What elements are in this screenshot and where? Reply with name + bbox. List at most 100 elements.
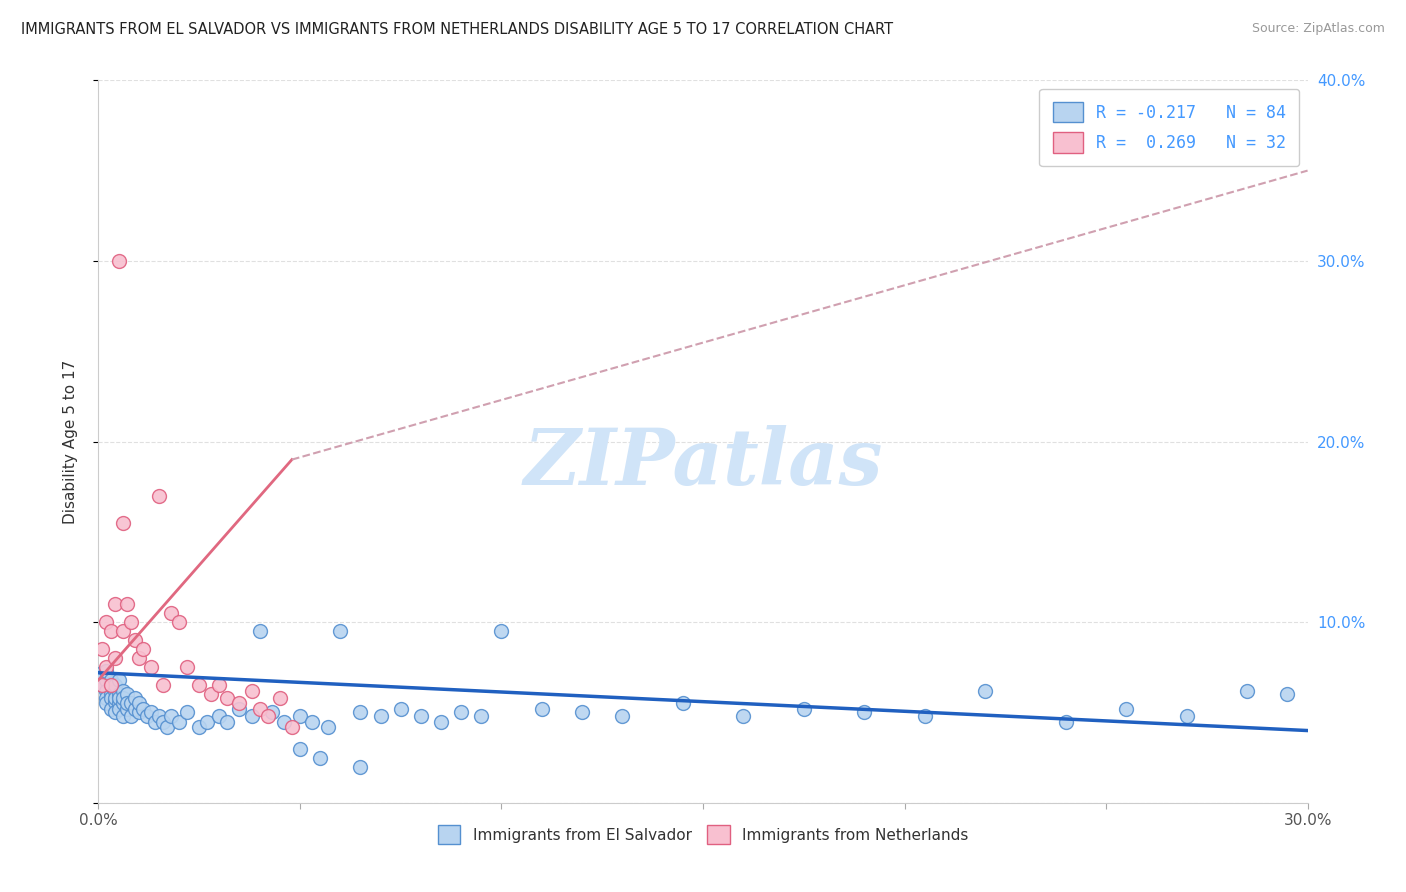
Point bbox=[571, 706, 593, 720]
Point bbox=[914, 709, 936, 723]
Y-axis label: Disability Age 5 to 17: Disability Age 5 to 17 bbox=[63, 359, 77, 524]
Point bbox=[91, 642, 114, 657]
Point bbox=[450, 706, 472, 720]
Point bbox=[128, 706, 150, 720]
Point bbox=[100, 673, 122, 687]
Point bbox=[96, 691, 118, 706]
Point bbox=[269, 691, 291, 706]
Point bbox=[208, 678, 231, 692]
Point bbox=[152, 714, 174, 729]
Point bbox=[111, 709, 134, 723]
Point bbox=[111, 697, 134, 711]
Point bbox=[100, 702, 122, 716]
Point bbox=[228, 702, 250, 716]
Point bbox=[288, 741, 311, 756]
Point bbox=[160, 606, 183, 620]
Point bbox=[301, 714, 323, 729]
Point bbox=[281, 720, 304, 734]
Point bbox=[100, 624, 122, 639]
Point bbox=[115, 702, 138, 716]
Point bbox=[111, 624, 134, 639]
Point bbox=[228, 697, 250, 711]
Point bbox=[96, 660, 118, 674]
Point bbox=[100, 687, 122, 701]
Point bbox=[96, 673, 118, 687]
Point bbox=[103, 651, 125, 665]
Point bbox=[128, 697, 150, 711]
Point bbox=[249, 624, 271, 639]
Point bbox=[1277, 687, 1299, 701]
Text: Source: ZipAtlas.com: Source: ZipAtlas.com bbox=[1251, 22, 1385, 36]
Point bbox=[107, 697, 129, 711]
Point bbox=[96, 664, 118, 678]
Point bbox=[389, 702, 412, 716]
Point bbox=[370, 709, 392, 723]
Point bbox=[111, 683, 134, 698]
Point bbox=[103, 695, 125, 709]
Point bbox=[148, 489, 170, 503]
Point bbox=[139, 706, 162, 720]
Point bbox=[100, 678, 122, 692]
Point bbox=[120, 697, 142, 711]
Point bbox=[91, 665, 114, 680]
Point bbox=[240, 683, 263, 698]
Point bbox=[91, 669, 114, 683]
Point bbox=[100, 691, 122, 706]
Point bbox=[733, 709, 755, 723]
Point bbox=[176, 660, 198, 674]
Point bbox=[217, 691, 239, 706]
Point bbox=[128, 651, 150, 665]
Text: IMMIGRANTS FROM EL SALVADOR VS IMMIGRANTS FROM NETHERLANDS DISABILITY AGE 5 TO 1: IMMIGRANTS FROM EL SALVADOR VS IMMIGRANT… bbox=[21, 22, 893, 37]
Point bbox=[124, 702, 146, 716]
Point bbox=[273, 714, 295, 729]
Point bbox=[124, 691, 146, 706]
Point bbox=[430, 714, 453, 729]
Point bbox=[156, 720, 179, 734]
Point bbox=[409, 709, 432, 723]
Point bbox=[309, 750, 332, 764]
Point bbox=[100, 678, 122, 692]
Point bbox=[249, 702, 271, 716]
Point bbox=[152, 678, 174, 692]
Point bbox=[96, 683, 118, 698]
Point bbox=[195, 714, 218, 729]
Point bbox=[217, 714, 239, 729]
Point bbox=[167, 714, 190, 729]
Point bbox=[167, 615, 190, 630]
Point bbox=[103, 691, 125, 706]
Point bbox=[103, 597, 125, 611]
Point bbox=[103, 678, 125, 692]
Point bbox=[96, 615, 118, 630]
Point bbox=[349, 760, 371, 774]
Point bbox=[793, 702, 815, 716]
Point bbox=[240, 709, 263, 723]
Point bbox=[143, 714, 166, 729]
Point bbox=[103, 683, 125, 698]
Point bbox=[200, 687, 222, 701]
Point bbox=[120, 615, 142, 630]
Point bbox=[256, 709, 278, 723]
Point bbox=[111, 516, 134, 530]
Point bbox=[107, 702, 129, 716]
Legend: Immigrants from El Salvador, Immigrants from Netherlands: Immigrants from El Salvador, Immigrants … bbox=[429, 816, 977, 853]
Point bbox=[132, 642, 155, 657]
Point bbox=[96, 697, 118, 711]
Point bbox=[91, 678, 114, 692]
Point bbox=[107, 691, 129, 706]
Point bbox=[1054, 714, 1077, 729]
Text: ZIPatlas: ZIPatlas bbox=[523, 425, 883, 501]
Point bbox=[115, 687, 138, 701]
Point bbox=[188, 678, 211, 692]
Point bbox=[316, 720, 339, 734]
Point bbox=[188, 720, 211, 734]
Point bbox=[139, 660, 162, 674]
Point bbox=[124, 633, 146, 648]
Point bbox=[115, 597, 138, 611]
Point bbox=[349, 706, 371, 720]
Point bbox=[132, 702, 155, 716]
Point bbox=[491, 624, 513, 639]
Point bbox=[91, 678, 114, 692]
Point bbox=[135, 709, 157, 723]
Point bbox=[176, 706, 198, 720]
Point bbox=[853, 706, 876, 720]
